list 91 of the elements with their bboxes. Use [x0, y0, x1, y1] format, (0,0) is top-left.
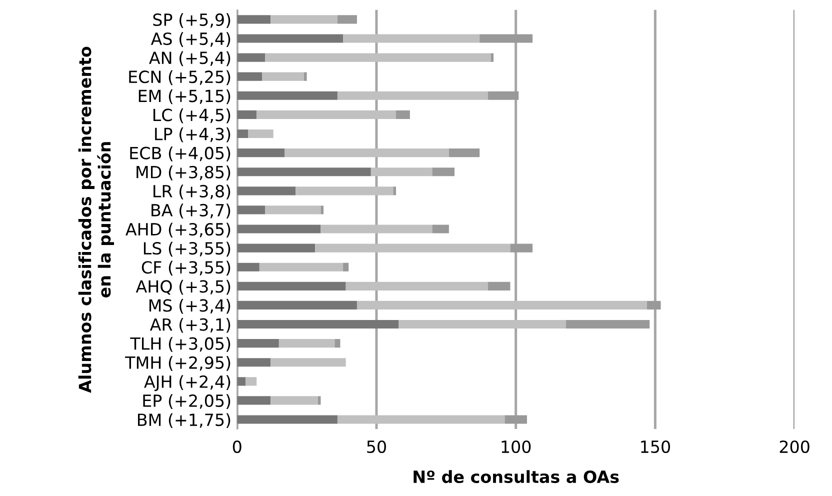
y-tick-label: AHD (+3,65) [126, 222, 230, 238]
bar [488, 91, 519, 100]
y-tick-label: LP (+4,3) [155, 127, 230, 142]
bar [343, 262, 349, 272]
bar [259, 262, 344, 272]
bar [237, 224, 321, 234]
bar [237, 186, 296, 196]
bar [334, 339, 340, 348]
y-tick-label: SP (+5,9) [153, 13, 230, 28]
y-tick-label: BA (+3,7) [152, 204, 230, 218]
y-tick-label: BM (+1,75) [138, 413, 230, 428]
bar [504, 415, 527, 424]
bar [237, 34, 344, 43]
bar [370, 168, 432, 176]
y-tick-label: AJH (+2,4) [144, 375, 230, 392]
bar [566, 320, 650, 329]
bar [237, 129, 248, 138]
bar [646, 300, 661, 310]
bar [262, 72, 304, 81]
y-tick-label: AR (+3,1) [150, 318, 230, 333]
y-tick-label: MS (+3,4) [149, 298, 230, 314]
x-tick-label: 200 [780, 440, 810, 454]
bar [237, 396, 271, 405]
y-tick-label: TMH (+2,95) [125, 356, 230, 371]
y-tick-label: LC (+4,5) [154, 108, 230, 124]
bar [480, 34, 533, 43]
bar [278, 339, 335, 348]
bar [393, 186, 396, 196]
bar [237, 262, 260, 272]
bar [448, 148, 480, 158]
y-tick-label: AN (+5,4) [149, 51, 230, 66]
bar [296, 186, 394, 196]
bar [237, 148, 284, 158]
bar [346, 282, 488, 290]
bar [256, 110, 396, 119]
bar [264, 206, 321, 214]
x-tick-label: 150 [641, 440, 670, 454]
bar [432, 224, 449, 234]
bar [237, 72, 262, 81]
bar [237, 244, 316, 252]
x-axis-title: Nº de consultas a OAs [414, 470, 619, 484]
bar [237, 300, 357, 310]
bar [337, 415, 505, 424]
bar [398, 320, 566, 329]
bar [245, 377, 257, 386]
y-axis-title: Alumnos clasificados por incremento en la puntuación [78, 46, 114, 393]
bar [237, 282, 346, 290]
y-tick-label: ECB (+4,05) [130, 146, 230, 162]
bar [510, 244, 533, 252]
x-tick-label: 100 [502, 440, 531, 454]
bar [237, 206, 265, 214]
bar [315, 244, 510, 252]
x-tick-label: 50 [367, 440, 386, 454]
bar [318, 396, 321, 405]
y-tick-label: EM (+5,15) [138, 89, 230, 104]
y-tick-label: LS (+3,55) [144, 242, 230, 257]
bar [237, 168, 371, 176]
bar [488, 282, 510, 290]
bar [237, 339, 279, 348]
bar [270, 396, 318, 405]
bar [237, 53, 265, 62]
bar [343, 34, 480, 43]
bar [270, 358, 346, 367]
bar [237, 358, 271, 367]
bar [337, 91, 488, 100]
y-tick-label: MD (+3,85) [136, 166, 230, 180]
y-tick-label: CF (+3,55) [142, 260, 230, 276]
bar [264, 53, 491, 62]
bar [432, 168, 455, 176]
bar [237, 377, 246, 386]
bar [396, 110, 410, 119]
bar [248, 129, 274, 138]
y-tick-label: LR (+3,8) [154, 184, 230, 200]
y-tick-label: EP (+2,05) [143, 394, 230, 409]
y-tick-label: TLH (+3,05) [130, 336, 230, 352]
bar [237, 91, 338, 100]
y-tick-label: AHQ (+3,5) [136, 280, 230, 295]
bar [304, 72, 307, 81]
y-tick-label: AS (+5,4) [150, 32, 230, 48]
bar [237, 15, 271, 24]
bar [237, 110, 257, 119]
bar [356, 300, 647, 310]
bar [237, 320, 399, 329]
bar [320, 206, 324, 214]
bar [320, 224, 432, 234]
y-tick-label: ECN (+5,25) [129, 70, 230, 86]
x-tick-label: 0 [232, 440, 242, 454]
bar [237, 415, 338, 424]
bar [284, 148, 449, 158]
bar [270, 15, 338, 24]
bar [337, 15, 357, 24]
